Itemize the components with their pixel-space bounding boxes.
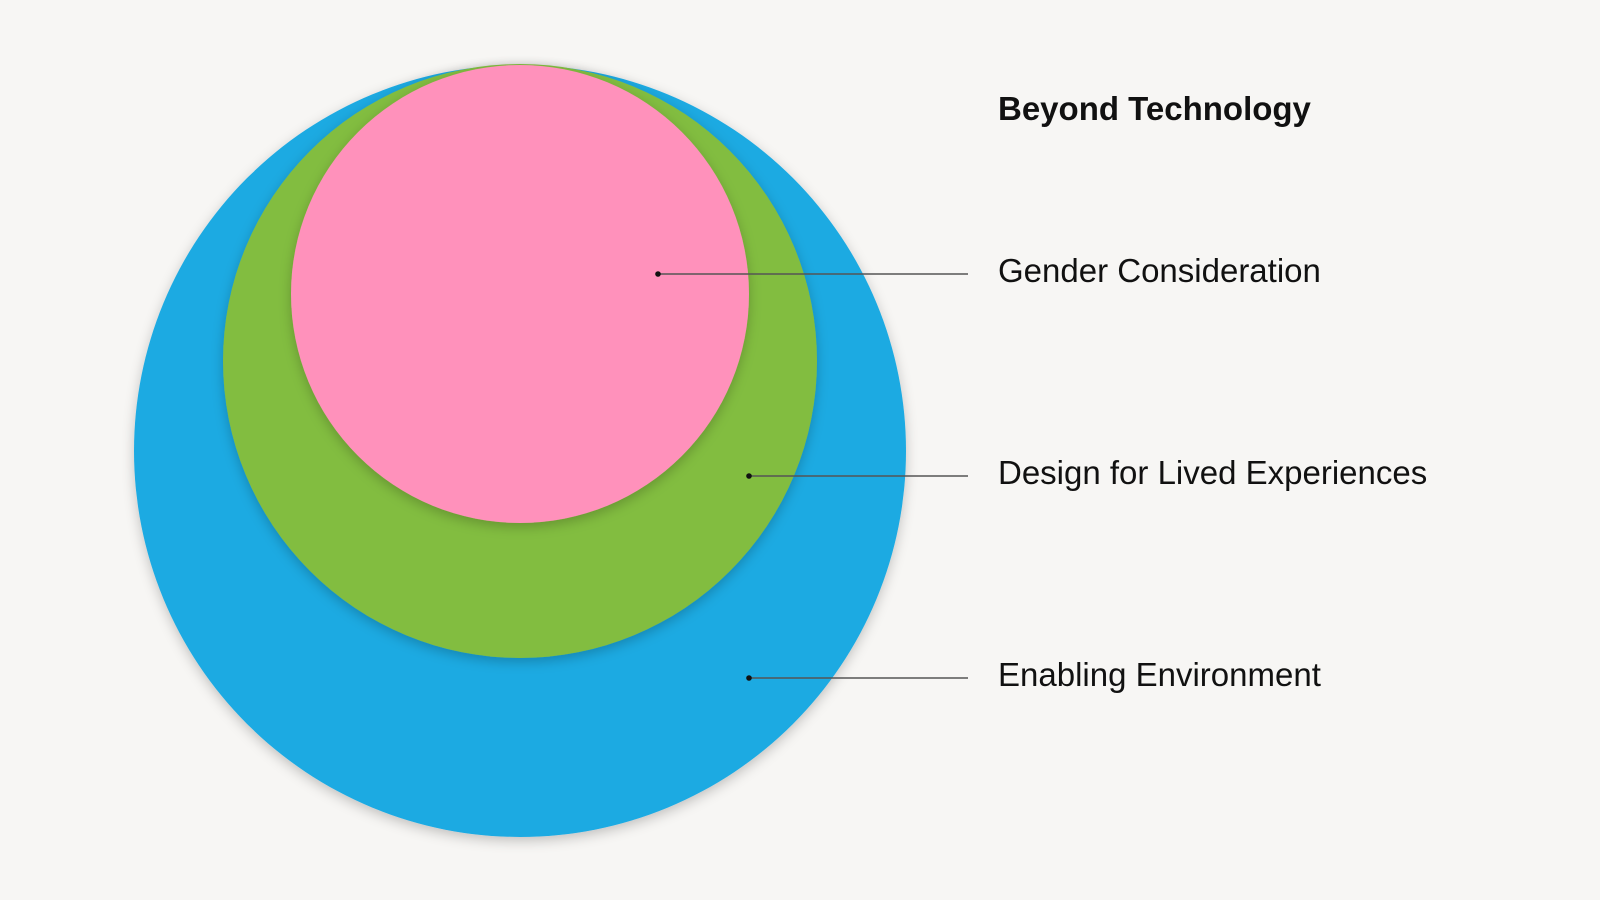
- label-design-for-lived-experiences: Design for Lived Experiences: [998, 454, 1428, 491]
- leader-dot-design-for-lived-experiences: [746, 473, 752, 479]
- label-gender-consideration: Gender Consideration: [998, 252, 1321, 289]
- label-enabling-environment: Enabling Environment: [998, 656, 1321, 693]
- inner-circle-gender-consideration: [291, 65, 749, 523]
- diagram-title: Beyond Technology: [998, 90, 1311, 127]
- leader-dot-gender-consideration: [655, 271, 661, 277]
- leader-dot-enabling-environment: [746, 675, 752, 681]
